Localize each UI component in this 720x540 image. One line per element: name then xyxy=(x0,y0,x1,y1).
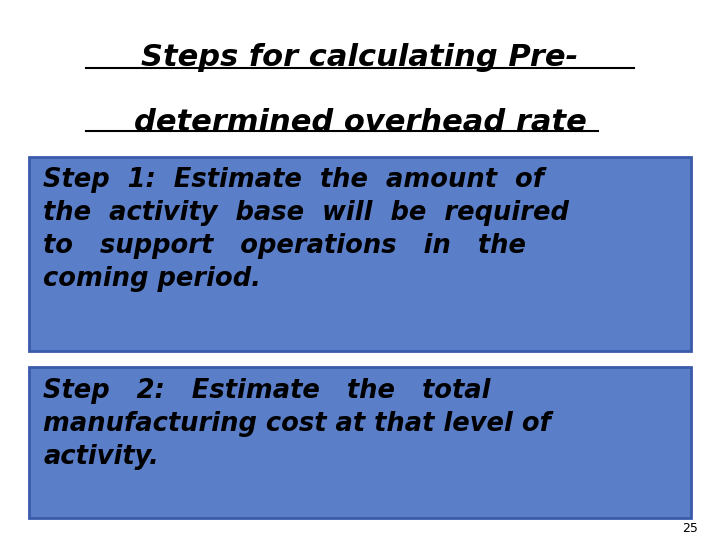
FancyBboxPatch shape xyxy=(29,157,691,351)
Text: Step   2:   Estimate   the   total
manufacturing cost at that level of
activity.: Step 2: Estimate the total manufacturing… xyxy=(43,378,551,470)
Text: determined overhead rate: determined overhead rate xyxy=(134,108,586,137)
FancyBboxPatch shape xyxy=(29,367,691,518)
Text: 25: 25 xyxy=(683,522,698,535)
Text: Step  1:  Estimate  the  amount  of
the  activity  base  will  be  required
to  : Step 1: Estimate the amount of the activ… xyxy=(43,167,569,292)
Text: Steps for calculating Pre-: Steps for calculating Pre- xyxy=(141,43,579,72)
